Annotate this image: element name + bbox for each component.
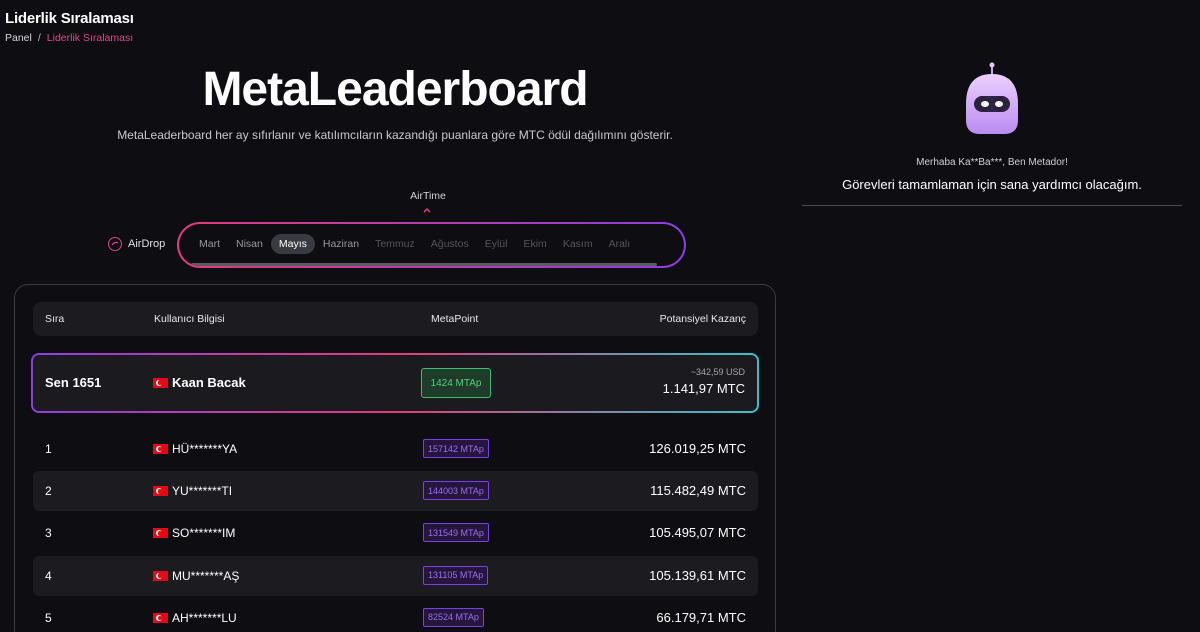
leaderboard-card: Sıra Kullanıcı Bilgisi MetaPoint Potansi… [14,284,776,632]
row-rank: 1 [45,442,52,456]
row-metapoint-badge: 131549 MTAp [423,523,489,543]
breadcrumb: Panel / Liderlik Sıralaması [5,32,133,44]
turkey-flag-icon [153,612,168,623]
header-rank: Sıra [45,313,65,325]
row-metapoint-badge: 157142 MTAp [423,439,489,458]
current-user-usd: ~342,59 USD [690,367,745,377]
table-header: Sıra Kullanıcı Bilgisi MetaPoint Potansi… [33,302,758,336]
tab-month[interactable]: Mayıs [270,234,315,254]
breadcrumb-separator: / [37,32,41,44]
turkey-flag-icon [153,486,168,497]
airdrop-label: AirDrop [128,238,166,250]
row-earnings: 126.019,25 MTC [649,441,746,456]
page-title: Liderlik Sıralaması [5,10,134,27]
current-user-rank: Sen 1651 [45,375,102,390]
tab-month[interactable]: Temmuz [375,238,415,250]
table-row: 2 YU*******TI 144003 MTAp 115.482,49 MTC [33,471,758,512]
divider [802,205,1182,206]
row-earnings: 105.139,61 MTC [649,567,746,583]
month-tabs: Mart Nisan Mayıs Haziran Temmuz Ağustos Eylül E… [191,234,638,254]
tab-month[interactable]: Ekim [523,238,547,250]
row-rank: 3 [45,526,52,541]
row-user: SO*******IM [153,526,235,540]
turkey-flag-icon [153,570,168,581]
breadcrumb-home-link[interactable]: Panel [5,32,32,44]
tab-month[interactable]: Haziran [322,238,360,250]
row-user: YU*******TI [153,484,232,498]
row-user: HÜ*******YA [153,442,237,456]
row-username: AH*******LU [172,610,237,625]
tab-month[interactable]: Eylül [484,238,508,250]
row-rank: 5 [45,610,52,625]
month-scrollbar[interactable] [191,263,657,266]
current-user-name: Kaan Bacak [172,375,246,390]
hero-title: MetaLeaderboard [202,63,588,116]
airtime-toggle[interactable]: AirTime [410,190,446,202]
current-user-row: Sen 1651 Kaan Bacak 1424 MTAp ~342,59 US… [31,353,759,413]
header-earnings: Potansiyel Kazanç [659,313,746,325]
row-user: MU*******AŞ [153,569,239,583]
row-username: MU*******AŞ [172,568,240,583]
current-user-metapoint-badge: 1424 MTAp [421,368,491,398]
header-metapoint: MetaPoint [431,313,479,325]
metador-robot-icon [966,62,1018,134]
hero-subtitle: MetaLeaderboard her ay sıfırlanır ve kat… [117,128,673,142]
row-rank: 4 [45,568,52,583]
row-user: AH*******LU [153,611,237,625]
row-earnings: 105.495,07 MTC [649,525,746,541]
tab-month[interactable]: Kasım [562,238,593,250]
row-username: HÜ*******YA [172,442,238,456]
airdrop-icon [108,237,122,251]
tab-month[interactable]: Nisan [236,238,263,250]
turkey-flag-icon [153,528,168,539]
table-row: 1 HÜ*******YA 157142 MTAp 126.019,25 MTC [33,429,758,469]
assistant-greeting: Merhaba Ka**Ba***, Ben Metador! [916,157,1068,168]
turkey-flag-icon [153,377,168,388]
row-earnings: 66.179,71 MTC [656,609,746,625]
tab-month[interactable]: Mart [199,238,220,250]
current-user-info: Kaan Bacak [153,375,246,390]
row-metapoint-badge: 131105 MTAp [423,565,489,585]
breadcrumb-current: Liderlik Sıralaması [46,32,134,44]
tab-month[interactable]: Aralı [608,238,631,250]
row-username: SO*******IM [172,526,236,541]
row-earnings: 115.482,49 MTC [650,483,746,499]
row-rank: 2 [45,484,52,499]
row-username: YU*******TI [172,484,233,499]
row-metapoint-badge: 82524 MTAp [423,607,484,627]
header-user: Kullanıcı Bilgisi [154,313,225,325]
assistant-message: Görevleri tamamlaman için sana yardımcı … [842,177,1142,192]
turkey-flag-icon [153,444,168,454]
table-row: 5 AH*******LU 82524 MTAp 66.179,71 MTC [33,598,758,632]
table-row: 3 SO*******IM 131549 MTAp 105.495,07 MTC [33,513,758,553]
table-row: 4 MU*******AŞ 131105 MTAp 105.139,61 MTC [33,555,758,596]
row-metapoint-badge: 144003 MTAp [423,481,489,501]
airdrop-toggle[interactable]: AirDrop [108,237,165,251]
current-user-mtc: 1.141,97 MTC [662,381,745,396]
tab-month[interactable]: Ağustos [430,238,469,250]
month-selector: Mart Nisan Mayıs Haziran Temmuz Ağustos Eylül E… [177,222,686,268]
chevron-up-icon [423,208,431,213]
